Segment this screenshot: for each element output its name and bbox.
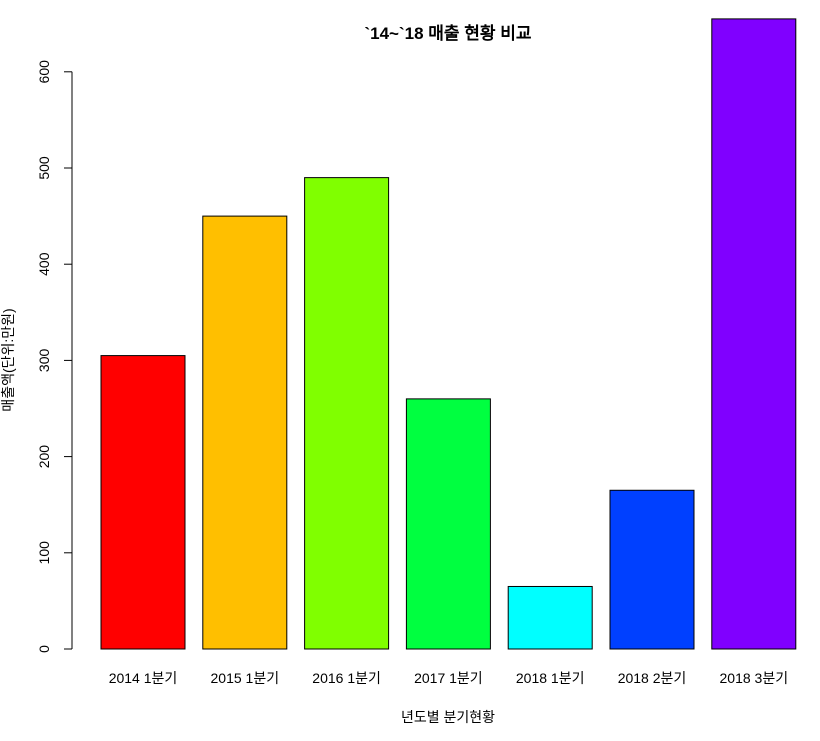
y-axis-label: 매출액(단위:만원) (0, 308, 16, 411)
y-tick-label: 100 (36, 541, 52, 565)
y-tick-label: 300 (36, 349, 52, 373)
x-tick-label: 2018 2분기 (618, 670, 687, 686)
bars-group (100, 18, 797, 650)
x-tick-label: 2017 1분기 (414, 670, 483, 686)
bar (711, 18, 797, 650)
bar (609, 489, 695, 650)
y-tick-label: 600 (36, 60, 52, 84)
y-axis: 0 100 200 300 400 500 600 (36, 60, 73, 653)
x-tick-label: 2014 1분기 (109, 670, 178, 686)
y-tick-label: 500 (36, 156, 52, 180)
chart-title: `14~`18 매출 현황 비교 (364, 24, 531, 43)
bar (405, 398, 491, 650)
x-axis-label: 년도별 분기현황 (401, 709, 495, 725)
y-tick-label: 400 (36, 252, 52, 276)
x-tick-label: 2015 1분기 (211, 670, 280, 686)
y-tick-label: 0 (36, 645, 52, 653)
y-tick-label: 200 (36, 445, 52, 469)
x-tick-label: 2016 1분기 (312, 670, 381, 686)
bar (202, 215, 288, 650)
bar (304, 177, 390, 650)
x-tick-label: 2018 3분기 (720, 670, 789, 686)
bar (507, 585, 593, 650)
bar (100, 355, 186, 650)
x-tick-label: 2018 1분기 (516, 670, 585, 686)
x-tick-labels: 2014 1분기 2015 1분기 2016 1분기 2017 1분기 2018 1분기… (109, 670, 788, 686)
